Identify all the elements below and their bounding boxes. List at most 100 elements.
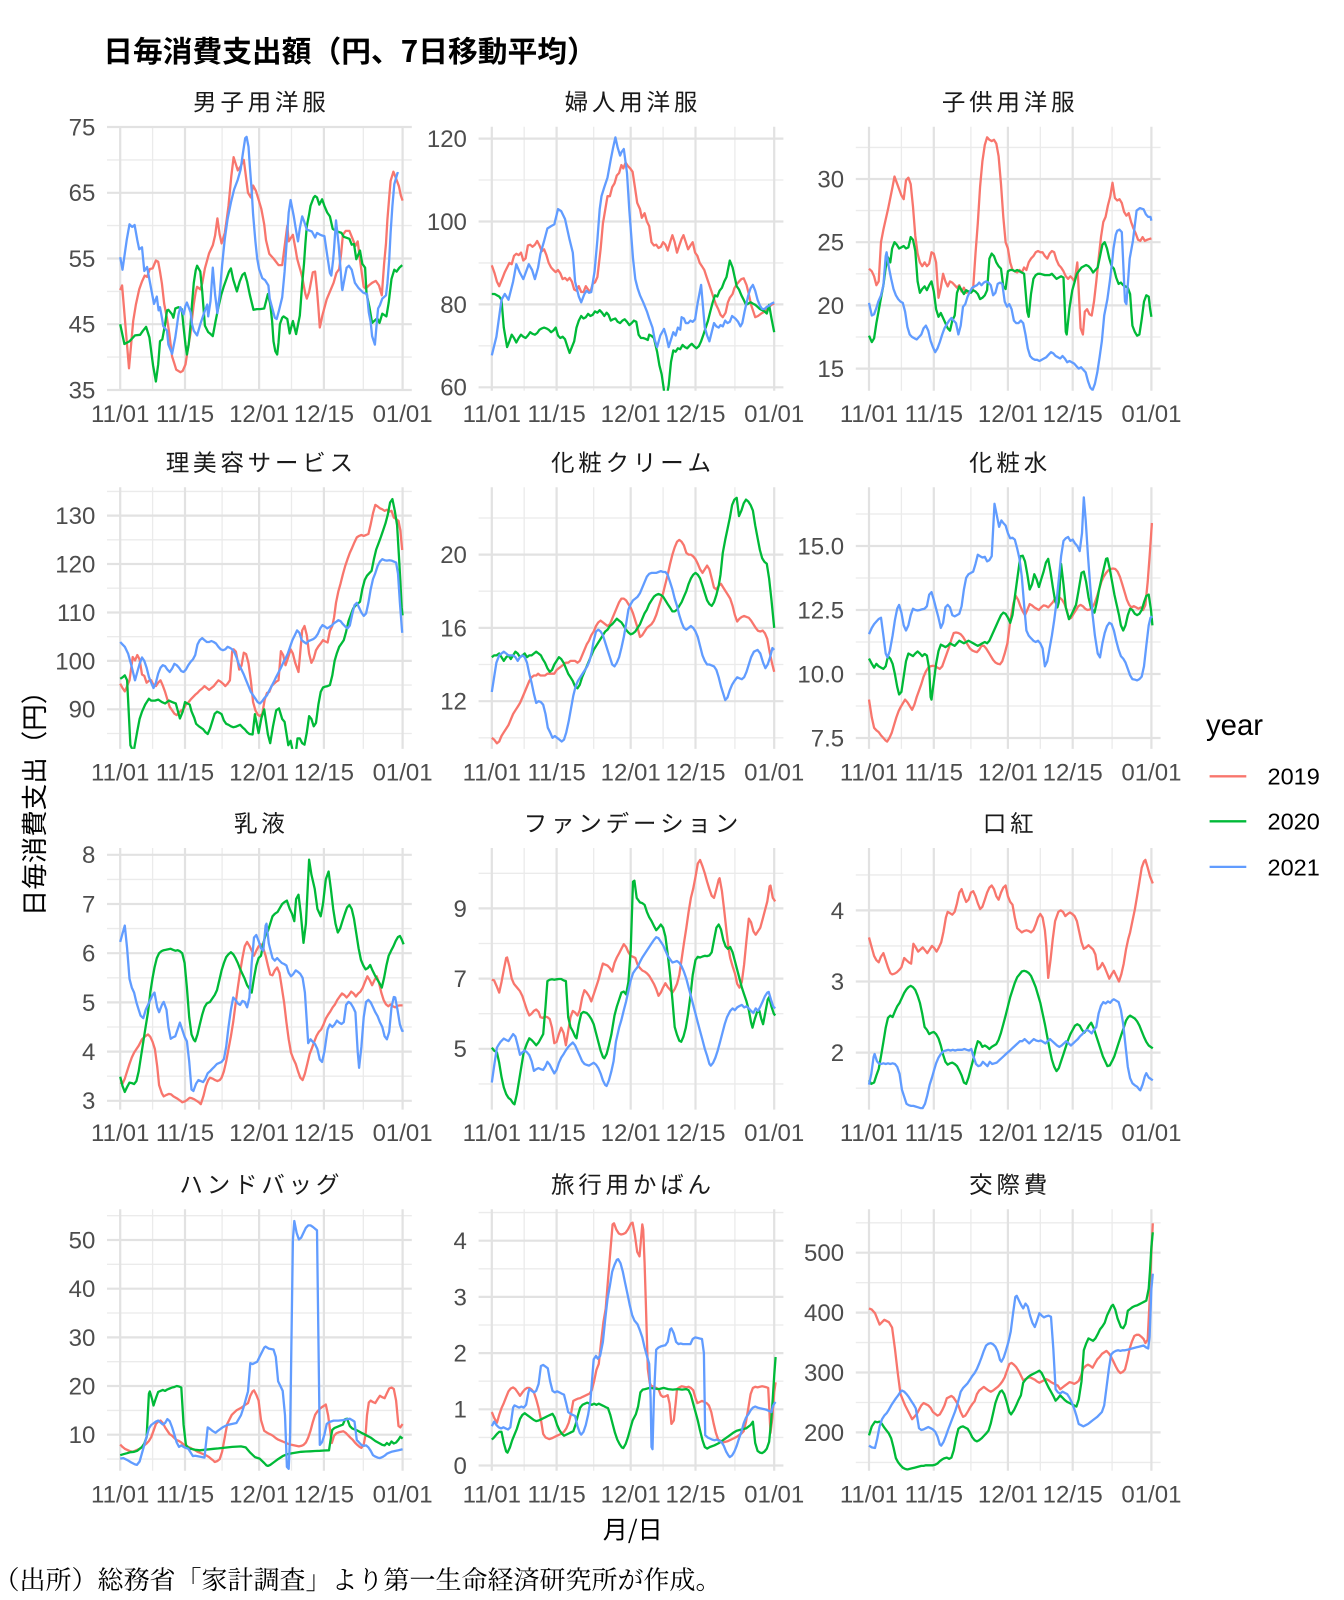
svg-text:12/15: 12/15 (1043, 401, 1103, 428)
svg-text:12/15: 12/15 (294, 759, 354, 786)
svg-text:12/15: 12/15 (665, 759, 725, 786)
svg-text:11/15: 11/15 (527, 759, 585, 786)
svg-text:8: 8 (82, 842, 95, 869)
svg-text:5: 5 (82, 990, 95, 1017)
svg-text:5: 5 (454, 1036, 467, 1063)
svg-text:11/01: 11/01 (463, 1120, 521, 1147)
svg-text:1: 1 (454, 1397, 467, 1424)
svg-text:11/01: 11/01 (91, 759, 149, 786)
svg-text:130: 130 (55, 503, 95, 530)
svg-text:11/01: 11/01 (463, 401, 521, 428)
svg-text:7: 7 (82, 891, 95, 918)
svg-text:60: 60 (440, 375, 467, 402)
svg-text:15: 15 (817, 356, 844, 383)
svg-text:75: 75 (69, 114, 96, 141)
svg-text:3: 3 (831, 969, 844, 996)
svg-text:year: year (1206, 709, 1263, 742)
svg-text:7: 7 (454, 966, 467, 993)
svg-text:11/15: 11/15 (527, 401, 585, 428)
svg-text:12/01: 12/01 (978, 401, 1038, 428)
svg-text:11/01: 11/01 (91, 401, 149, 428)
svg-text:01/01: 01/01 (744, 1120, 804, 1147)
svg-text:12/01: 12/01 (229, 1481, 289, 1508)
svg-text:01/01: 01/01 (373, 1481, 433, 1508)
svg-text:20: 20 (817, 293, 844, 320)
svg-text:2: 2 (454, 1341, 467, 1368)
svg-text:12/15: 12/15 (665, 401, 725, 428)
svg-text:12/15: 12/15 (294, 401, 354, 428)
svg-text:3: 3 (454, 1284, 467, 1311)
svg-text:4: 4 (831, 898, 844, 925)
svg-text:6: 6 (82, 941, 95, 968)
svg-text:01/01: 01/01 (1121, 1481, 1181, 1508)
svg-text:16: 16 (440, 615, 467, 642)
svg-text:12/15: 12/15 (294, 1481, 354, 1508)
svg-text:50: 50 (69, 1227, 96, 1254)
svg-text:11/15: 11/15 (905, 1120, 963, 1147)
svg-text:01/01: 01/01 (744, 1481, 804, 1508)
svg-text:110: 110 (57, 600, 95, 627)
svg-text:11/01: 11/01 (840, 401, 898, 428)
svg-text:11/15: 11/15 (905, 1481, 963, 1508)
svg-text:40: 40 (69, 1276, 96, 1303)
svg-text:12/01: 12/01 (601, 1481, 661, 1508)
svg-text:30: 30 (817, 166, 844, 193)
svg-text:11/01: 11/01 (463, 1481, 521, 1508)
svg-text:12/01: 12/01 (978, 1481, 1038, 1508)
svg-text:4: 4 (454, 1228, 467, 1255)
svg-text:300: 300 (804, 1360, 844, 1387)
svg-text:12/01: 12/01 (601, 401, 661, 428)
svg-text:2: 2 (831, 1040, 844, 1067)
svg-text:12/01: 12/01 (601, 1120, 661, 1147)
svg-text:10.0: 10.0 (797, 661, 844, 688)
svg-text:65: 65 (69, 180, 96, 207)
svg-text:12/01: 12/01 (978, 759, 1038, 786)
svg-text:11/01: 11/01 (840, 759, 898, 786)
svg-text:45: 45 (69, 312, 96, 339)
svg-text:500: 500 (804, 1240, 844, 1267)
svg-text:9: 9 (454, 896, 467, 923)
svg-text:100: 100 (427, 209, 467, 236)
svg-text:11/01: 11/01 (840, 1481, 898, 1508)
svg-text:80: 80 (440, 292, 467, 319)
svg-text:10: 10 (69, 1422, 96, 1449)
svg-text:11/15: 11/15 (905, 759, 963, 786)
svg-text:12.5: 12.5 (797, 597, 844, 624)
svg-text:01/01: 01/01 (373, 1120, 433, 1147)
svg-text:25: 25 (817, 230, 844, 257)
svg-text:12/15: 12/15 (1043, 1120, 1103, 1147)
svg-text:12/15: 12/15 (1043, 759, 1103, 786)
svg-text:20: 20 (440, 542, 467, 569)
svg-text:11/01: 11/01 (91, 1481, 149, 1508)
svg-text:01/01: 01/01 (373, 401, 433, 428)
svg-text:35: 35 (69, 377, 96, 404)
svg-text:0: 0 (454, 1453, 467, 1480)
svg-text:200: 200 (804, 1420, 844, 1447)
svg-text:120: 120 (55, 551, 95, 578)
svg-text:12/15: 12/15 (294, 1120, 354, 1147)
svg-text:2020: 2020 (1268, 809, 1320, 835)
svg-text:01/01: 01/01 (744, 759, 804, 786)
svg-text:11/15: 11/15 (527, 1481, 585, 1508)
svg-text:12/15: 12/15 (665, 1120, 725, 1147)
svg-text:2021: 2021 (1268, 854, 1320, 880)
svg-text:11/15: 11/15 (156, 1481, 214, 1508)
svg-text:01/01: 01/01 (1121, 759, 1181, 786)
svg-text:30: 30 (69, 1325, 96, 1352)
svg-text:55: 55 (69, 246, 96, 273)
svg-text:100: 100 (55, 648, 95, 675)
svg-text:12/01: 12/01 (601, 759, 661, 786)
svg-text:400: 400 (804, 1300, 844, 1327)
svg-text:11/01: 11/01 (463, 759, 521, 786)
svg-text:01/01: 01/01 (1121, 1120, 1181, 1147)
svg-text:11/15: 11/15 (156, 401, 214, 428)
svg-text:11/15: 11/15 (905, 401, 963, 428)
svg-text:12/15: 12/15 (1043, 1481, 1103, 1508)
svg-text:11/01: 11/01 (91, 1120, 149, 1147)
svg-text:11/15: 11/15 (156, 759, 214, 786)
svg-text:2019: 2019 (1268, 764, 1320, 790)
svg-text:7.5: 7.5 (811, 725, 844, 752)
svg-text:11/15: 11/15 (527, 1120, 585, 1147)
svg-text:120: 120 (427, 126, 467, 153)
svg-text:12/01: 12/01 (229, 759, 289, 786)
